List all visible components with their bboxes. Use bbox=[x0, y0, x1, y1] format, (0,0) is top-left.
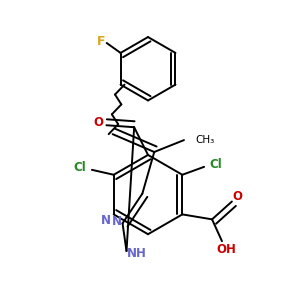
Text: Cl: Cl bbox=[210, 158, 222, 171]
Text: O: O bbox=[233, 190, 243, 203]
Text: CH₃: CH₃ bbox=[196, 135, 215, 145]
Text: Cl: Cl bbox=[74, 161, 86, 174]
Text: O: O bbox=[94, 116, 103, 129]
Text: F: F bbox=[97, 34, 105, 47]
Text: OH: OH bbox=[216, 243, 236, 256]
Text: NH: NH bbox=[127, 247, 146, 260]
Text: N: N bbox=[112, 215, 122, 228]
Text: N: N bbox=[101, 214, 111, 227]
